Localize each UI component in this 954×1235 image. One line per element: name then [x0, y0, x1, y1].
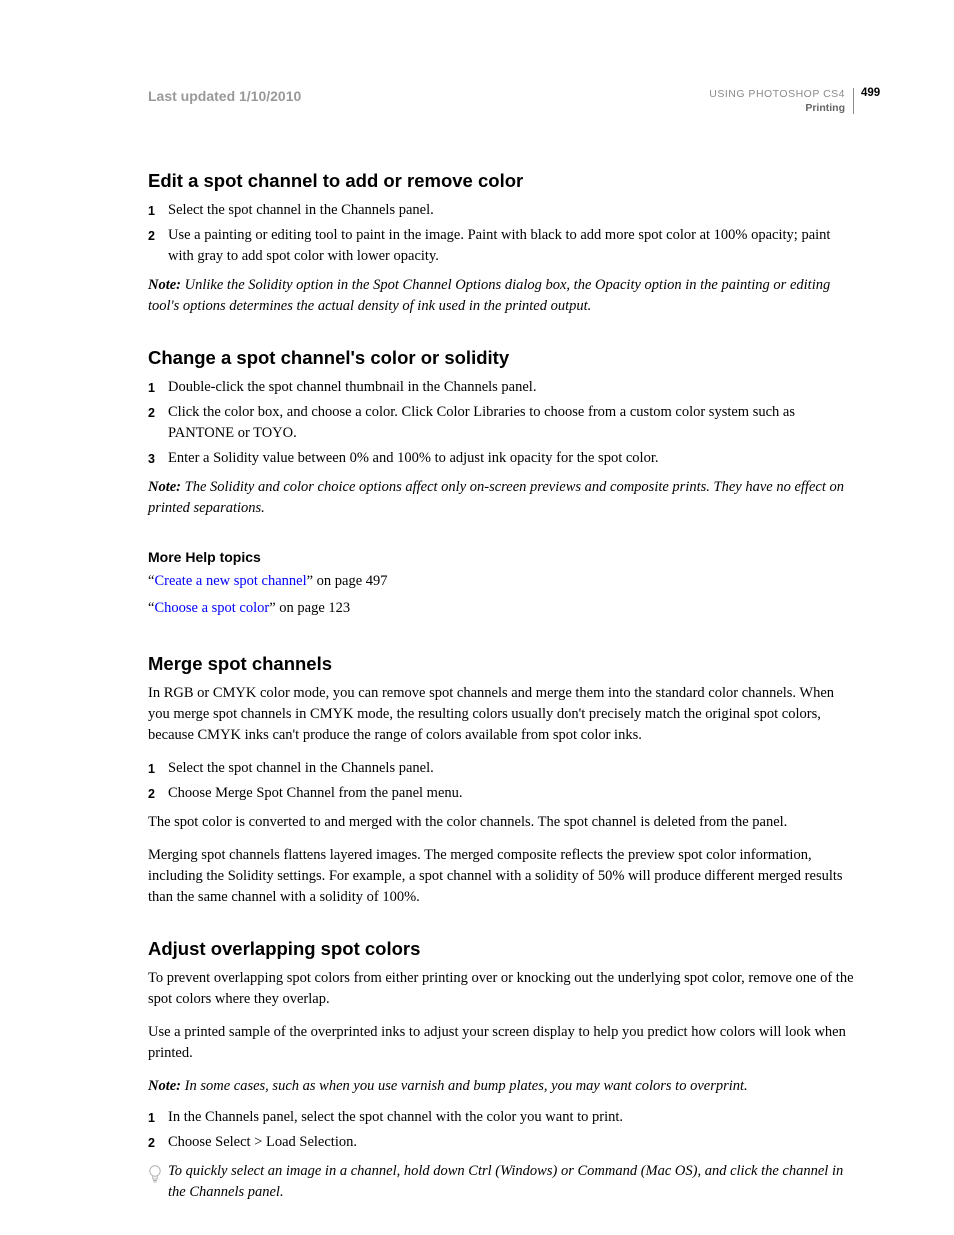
step: Use a painting or editing tool to paint …: [148, 225, 854, 267]
note: Note: The Solidity and color choice opti…: [148, 477, 854, 519]
header-section: Printing: [709, 102, 845, 114]
page-header: Last updated 1/10/2010 USING PHOTOSHOP C…: [148, 88, 854, 114]
lightbulb-icon: [148, 1164, 162, 1191]
page-number: 499: [861, 87, 880, 99]
section-more-help: More Help topics “Create a new spot chan…: [148, 549, 854, 619]
note-text: The Solidity and color choice options af…: [148, 479, 844, 516]
step: Double-click the spot channel thumbnail …: [148, 377, 854, 398]
steps-change-spot: Double-click the spot channel thumbnail …: [148, 377, 854, 469]
note-label: Note:: [148, 277, 181, 293]
link-suffix: ” on page 123: [269, 600, 350, 616]
paragraph: Merging spot channels flattens layered i…: [148, 845, 854, 908]
heading-edit-spot: Edit a spot channel to add or remove col…: [148, 170, 854, 192]
step: Click the color box, and choose a color.…: [148, 402, 854, 444]
heading-merge: Merge spot channels: [148, 653, 854, 675]
heading-more-help: More Help topics: [148, 549, 854, 565]
step: Select the spot channel in the Channels …: [148, 758, 854, 779]
note: Note: Unlike the Solidity option in the …: [148, 275, 854, 317]
note-label: Note:: [148, 1078, 181, 1094]
section-edit-spot: Edit a spot channel to add or remove col…: [148, 170, 854, 317]
last-updated: Last updated 1/10/2010: [148, 88, 301, 104]
note: Note: In some cases, such as when you us…: [148, 1076, 854, 1097]
page: Last updated 1/10/2010 USING PHOTOSHOP C…: [0, 0, 954, 1235]
section-merge: Merge spot channels In RGB or CMYK color…: [148, 653, 854, 908]
paragraph: The spot color is converted to and merge…: [148, 812, 854, 833]
help-link-line: “Choose a spot color” on page 123: [148, 598, 854, 619]
tip: To quickly select an image in a channel,…: [148, 1161, 854, 1203]
steps-adjust: In the Channels panel, select the spot c…: [148, 1107, 854, 1153]
paragraph: In RGB or CMYK color mode, you can remov…: [148, 683, 854, 746]
note-label: Note:: [148, 479, 181, 495]
doc-title: USING PHOTOSHOP CS4: [709, 88, 845, 100]
link-suffix: ” on page 497: [307, 573, 388, 589]
step: Enter a Solidity value between 0% and 10…: [148, 448, 854, 469]
section-adjust: Adjust overlapping spot colors To preven…: [148, 938, 854, 1203]
heading-change-spot: Change a spot channel's color or solidit…: [148, 347, 854, 369]
heading-adjust: Adjust overlapping spot colors: [148, 938, 854, 960]
help-link-line: “Create a new spot channel” on page 497: [148, 571, 854, 592]
steps-merge: Select the spot channel in the Channels …: [148, 758, 854, 804]
link-choose-spot-color[interactable]: Choose a spot color: [154, 600, 269, 616]
header-right: USING PHOTOSHOP CS4 Printing 499: [709, 88, 854, 114]
paragraph: To prevent overlapping spot colors from …: [148, 968, 854, 1010]
note-text: In some cases, such as when you use varn…: [181, 1078, 748, 1094]
step: Choose Select > Load Selection.: [148, 1132, 854, 1153]
link-create-spot-channel[interactable]: Create a new spot channel: [154, 573, 306, 589]
step: In the Channels panel, select the spot c…: [148, 1107, 854, 1128]
note-text: Unlike the Solidity option in the Spot C…: [148, 277, 830, 314]
paragraph: Use a printed sample of the overprinted …: [148, 1022, 854, 1064]
step: Select the spot channel in the Channels …: [148, 200, 854, 221]
steps-edit-spot: Select the spot channel in the Channels …: [148, 200, 854, 267]
step: Choose Merge Spot Channel from the panel…: [148, 783, 854, 804]
tip-text: To quickly select an image in a channel,…: [168, 1161, 854, 1203]
section-change-spot: Change a spot channel's color or solidit…: [148, 347, 854, 519]
